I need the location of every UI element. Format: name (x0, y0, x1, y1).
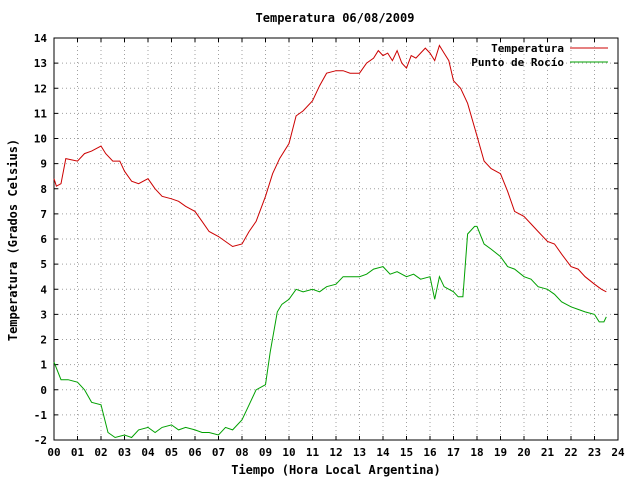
x-tick-label: 17 (447, 446, 460, 459)
x-tick-label: 18 (470, 446, 483, 459)
grid-lines (54, 38, 618, 440)
axis-ticks: 00 01 02 03 04 05 06 07 08 09 10 11 12 13 14 15 16 17 18 19… (34, 32, 625, 459)
y-tick-label: 6 (40, 233, 47, 246)
y-tick-label: 4 (40, 283, 47, 296)
x-tick-label: 20 (517, 446, 530, 459)
x-tick-label: 22 (564, 446, 577, 459)
x-tick-label: 00 (47, 446, 60, 459)
y-tick-label: 10 (34, 133, 47, 146)
y-axis-label: Temperatura (Grados Celsius) (6, 139, 20, 341)
x-tick-label: 07 (212, 446, 225, 459)
x-tick-label: 03 (118, 446, 131, 459)
legend-label-punto-de-rocio: Punto de Rocío (471, 56, 564, 69)
x-tick-label: 19 (494, 446, 507, 459)
x-tick-label: 13 (353, 446, 366, 459)
x-tick-label: 09 (259, 446, 272, 459)
legend-label-temperatura: Temperatura (491, 42, 564, 55)
y-tick-label: 8 (40, 183, 47, 196)
x-axis-label: Tiempo (Hora Local Argentina) (231, 463, 441, 477)
x-tick-label: 24 (611, 446, 625, 459)
x-tick-label: 21 (541, 446, 555, 459)
x-tick-label: 08 (235, 446, 248, 459)
y-tick-label: 3 (40, 308, 47, 321)
x-tick-label: 14 (376, 446, 390, 459)
x-tick-label: 16 (423, 446, 437, 459)
y-tick-label: 0 (40, 384, 47, 397)
y-tick-label: 13 (34, 57, 47, 70)
y-tick-label: -1 (34, 409, 48, 422)
x-tick-label: 23 (588, 446, 601, 459)
y-tick-label: 14 (34, 32, 48, 45)
x-tick-label: 04 (141, 446, 155, 459)
x-tick-label: 11 (306, 446, 320, 459)
x-tick-label: 05 (165, 446, 178, 459)
x-tick-label: 06 (188, 446, 202, 459)
y-tick-label: 7 (40, 208, 47, 221)
y-tick-label: -2 (34, 434, 47, 447)
x-tick-label: 02 (94, 446, 107, 459)
x-tick-label: 15 (400, 446, 413, 459)
legend: Temperatura Punto de Rocío (471, 42, 608, 69)
y-tick-label: 9 (40, 158, 47, 171)
series-line-punto-de-rocio (53, 225, 607, 439)
y-tick-label: 2 (40, 334, 47, 347)
series-lines (53, 44, 607, 439)
y-tick-label: 5 (40, 258, 47, 271)
x-tick-label: 10 (282, 446, 295, 459)
x-tick-label: 01 (71, 446, 85, 459)
x-tick-label: 12 (329, 446, 342, 459)
y-tick-label: 1 (40, 359, 47, 372)
chart-title: Temperatura 06/08/2009 (256, 11, 415, 25)
y-tick-label: 12 (34, 82, 47, 95)
series-line-temperatura (53, 44, 607, 293)
y-tick-label: 11 (34, 107, 48, 120)
